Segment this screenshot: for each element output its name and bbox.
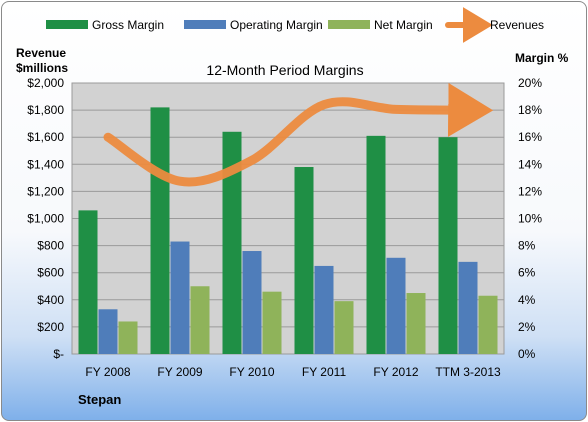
right-tick-label: 12% <box>518 184 542 198</box>
left-axis-ticks: $- $200 $400 $600 $800 $1,000 $1,200 $1,400 $1,6… <box>27 76 64 361</box>
right-tick-label: 14% <box>518 157 542 171</box>
bar-gross-margin <box>438 137 458 354</box>
left-tick-label: $200 <box>37 320 64 334</box>
right-tick-label: 20% <box>518 76 542 90</box>
left-axis-title-line2: $millions <box>16 61 68 75</box>
bar-operating-margin <box>314 265 334 354</box>
bar-net-margin <box>478 295 498 354</box>
x-tick-label: TTM 3-2013 <box>435 365 501 379</box>
bar-gross-margin <box>78 210 98 354</box>
bar-gross-margin <box>150 107 170 354</box>
bar-gross-margin <box>366 135 386 354</box>
x-tick-label: FY 2012 <box>373 365 418 379</box>
right-axis-title: Margin % <box>515 51 569 65</box>
bar-net-margin <box>262 291 282 354</box>
legend-item-operating-margin: Operating Margin <box>184 18 323 32</box>
bar-operating-margin <box>386 257 406 354</box>
left-tick-label: $1,600 <box>27 130 64 144</box>
bar-net-margin <box>334 301 354 354</box>
right-tick-label: 10% <box>518 212 542 226</box>
bar-operating-margin <box>98 309 118 354</box>
right-tick-label: 0% <box>518 347 536 361</box>
legend-label-gross-margin: Gross Margin <box>92 18 164 32</box>
bar-net-margin <box>406 293 426 354</box>
left-tick-label: $1,800 <box>27 103 64 117</box>
bar-operating-margin <box>242 251 262 354</box>
revenue-line <box>103 82 494 187</box>
right-tick-label: 18% <box>518 103 542 117</box>
bar-gross-margin <box>294 167 314 354</box>
right-tick-label: 6% <box>518 266 536 280</box>
left-axis-title-line1: Revenue <box>16 46 66 60</box>
right-tick-label: 8% <box>518 239 536 253</box>
x-axis-ticks: FY 2008 FY 2009 FY 2010 FY 2011 FY 2012 TTM 3… <box>85 365 501 379</box>
left-tick-label: $1,200 <box>27 184 64 198</box>
right-tick-label: 16% <box>518 130 542 144</box>
company-name: Stepan <box>78 392 121 407</box>
right-tick-label: 4% <box>518 293 536 307</box>
x-tick-label: FY 2011 <box>302 365 347 379</box>
left-tick-label: $1,000 <box>27 212 64 226</box>
legend: Gross Margin Operating Margin Net Margin… <box>46 7 544 43</box>
legend-label-operating-margin: Operating Margin <box>230 18 323 32</box>
legend-swatch-net-margin <box>328 20 370 29</box>
bars <box>78 107 498 354</box>
revenue-line-layer <box>103 82 494 187</box>
left-tick-label: $400 <box>37 293 64 307</box>
bar-operating-margin <box>170 241 190 354</box>
bar-operating-margin <box>458 261 478 354</box>
x-tick-label: FY 2008 <box>85 365 130 379</box>
left-tick-label: $2,000 <box>27 76 64 90</box>
left-tick-label: $800 <box>37 239 64 253</box>
left-tick-label: $1,400 <box>27 157 64 171</box>
left-tick-label: $600 <box>37 266 64 280</box>
bar-net-margin <box>190 286 210 354</box>
bar-gross-margin <box>222 131 242 354</box>
legend-item-gross-margin: Gross Margin <box>46 18 164 32</box>
legend-swatch-operating-margin <box>184 20 226 29</box>
right-axis-ticks: 0% 2% 4% 6% 8% 10% 12% 14% 16% 18% 20% <box>518 76 542 361</box>
left-tick-label: $- <box>53 347 64 361</box>
legend-swatch-gross-margin <box>46 20 88 29</box>
legend-item-net-margin: Net Margin <box>328 18 433 32</box>
legend-item-revenues: Revenues <box>445 7 544 43</box>
gridlines <box>72 109 504 328</box>
legend-label-net-margin: Net Margin <box>374 18 433 32</box>
x-tick-label: FY 2009 <box>157 365 202 379</box>
legend-label-revenues: Revenues <box>490 18 544 32</box>
chart-title: 12-Month Period Margins <box>206 62 363 78</box>
bar-net-margin <box>118 321 138 354</box>
right-tick-label: 2% <box>518 320 536 334</box>
x-tick-label: FY 2010 <box>229 365 274 379</box>
